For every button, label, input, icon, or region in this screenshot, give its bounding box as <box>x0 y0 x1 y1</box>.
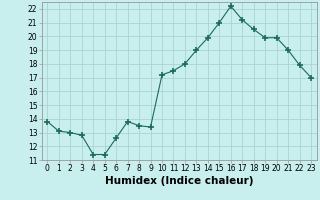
X-axis label: Humidex (Indice chaleur): Humidex (Indice chaleur) <box>105 176 253 186</box>
